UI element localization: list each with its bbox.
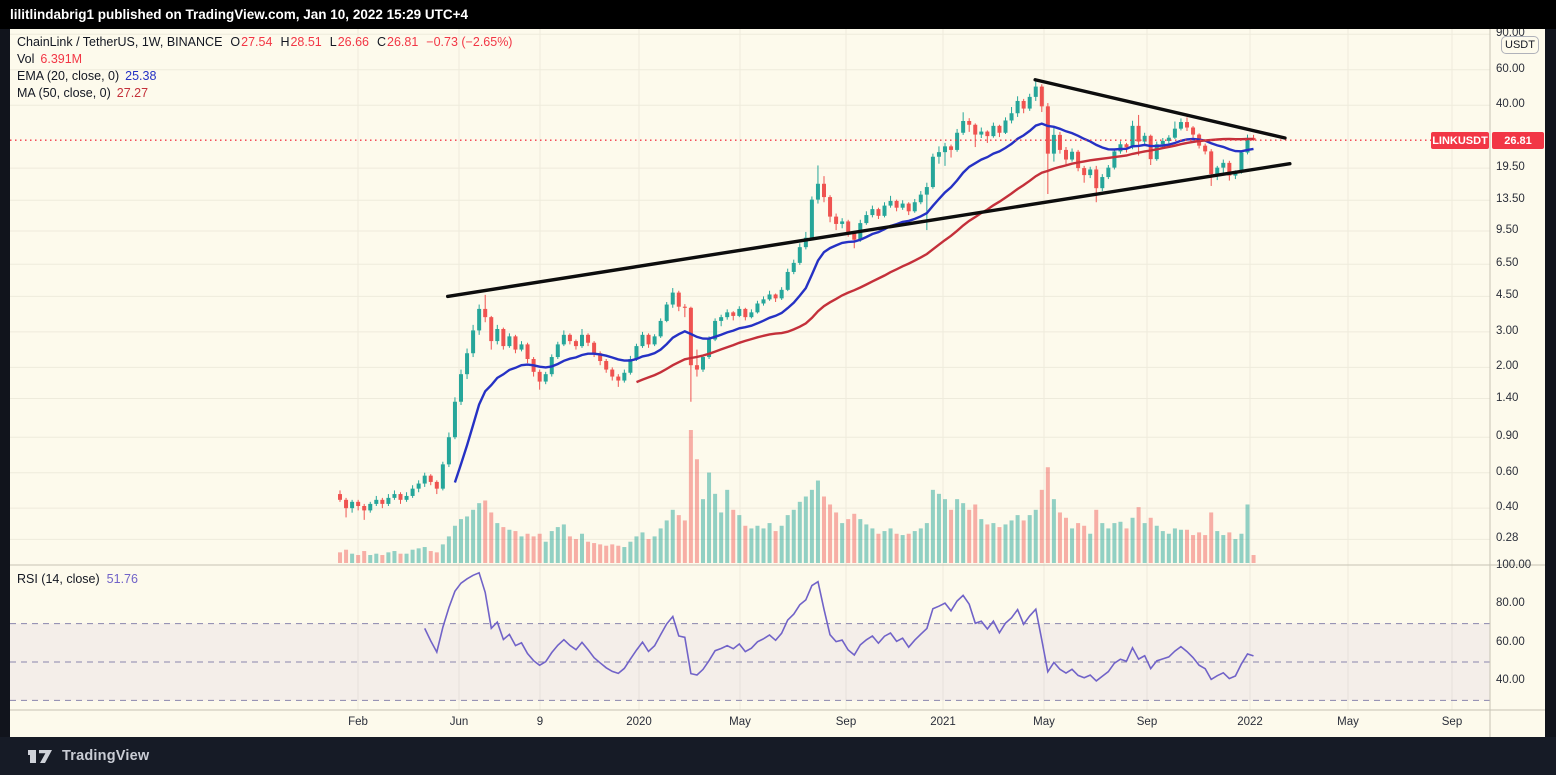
open-value: 27.54 [241,35,273,49]
currency-toggle-badge[interactable]: USDT [1501,36,1539,54]
ema-value: 25.38 [125,69,157,83]
symbol-ohlc-row: ChainLink / TetherUS, 1W, BINANCE O27.54 H… [17,35,513,49]
time-axis-label: Jun [449,716,469,728]
price-axis-label: 6.50 [1496,257,1519,270]
time-axis-label: 2022 [1237,716,1263,728]
tradingview-logo-icon[interactable] [26,747,54,766]
volume-row: Vol 6.391M [17,51,512,68]
ema-row: EMA (20, close, 0) 25.38 [17,68,512,85]
time-axis-label: 9 [536,716,544,728]
ema-label: EMA (20, close, 0) [17,69,120,83]
close-value: 26.81 [387,35,419,49]
ma-value: 27.27 [116,86,149,100]
published-info-bar: lilitlindabrig1 published on TradingView… [0,0,1556,29]
price-axis-label: 3.00 [1496,324,1519,337]
time-axis-label: Sep [1441,716,1463,728]
last-price-symbol-tag: LINKUSDT [1431,132,1489,149]
ma-row: MA (50, close, 0) 27.27 [17,85,512,102]
chart-legend: ChainLink / TetherUS, 1W, BINANCE O27.54 H… [17,34,512,102]
price-axis-label: 40.00 [1496,98,1525,111]
price-axis-label: 19.50 [1496,161,1525,174]
last-price-axis-tag: 26.81 [1492,132,1544,149]
price-axis-label: 0.28 [1496,532,1519,545]
time-axis-label: 2021 [930,716,956,728]
brand-name[interactable]: TradingView [62,748,150,764]
bottom-brand-bar: TradingView [0,737,1556,775]
rsi-axis-label: 40.00 [1496,674,1525,687]
time-axis-label: May [1337,716,1359,728]
symbol-title[interactable]: ChainLink / TetherUS, 1W, BINANCE [17,35,223,49]
price-axis-label: 2.00 [1496,360,1519,373]
time-axis[interactable]: Feb Jun 9 2020 May Sep 2021 May Sep 2022 May Sep [10,710,1490,737]
price-axis-label: 0.90 [1496,430,1519,443]
time-axis-label: 2020 [626,716,652,728]
rsi-axis-label: 60.00 [1496,635,1525,648]
rsi-value: 51.76 [106,572,138,586]
price-axis-label: 0.40 [1496,501,1519,514]
price-axis-label: 13.50 [1496,193,1525,206]
rsi-axis-label: 100.00 [1496,559,1532,571]
time-axis-label: May [1033,716,1055,728]
change-value: −0.73 (−2.65%) [426,35,513,49]
time-axis-label: Sep [1136,716,1158,728]
ma-label: MA (50, close, 0) [17,86,111,100]
volume-value: 6.391M [40,52,83,66]
time-axis-label: May [729,716,751,728]
rsi-label: RSI (14, close) [17,572,100,586]
time-axis-label: Sep [835,716,857,728]
price-axis-label: 60.00 [1496,62,1525,75]
volume-label: Vol [17,52,35,66]
rsi-axis-label: 80.00 [1496,597,1525,610]
high-value: 28.51 [290,35,322,49]
time-axis-label: Feb [348,716,368,728]
price-axis-label: 9.50 [1496,224,1519,236]
chart-panel [10,29,1545,737]
price-axis-label: 0.60 [1496,465,1519,478]
price-axis-label: 1.40 [1496,391,1519,404]
low-value: 26.66 [337,35,369,49]
published-info-text: lilitlindabrig1 published on TradingView… [10,7,469,22]
price-axis-label: 4.50 [1496,289,1519,302]
rsi-legend: RSI (14, close) 51.76 [17,572,138,586]
price-axis[interactable]: 90.00 60.00 40.00 19.50 13.50 9.50 6.50 4.50 3.0… [1490,27,1545,737]
